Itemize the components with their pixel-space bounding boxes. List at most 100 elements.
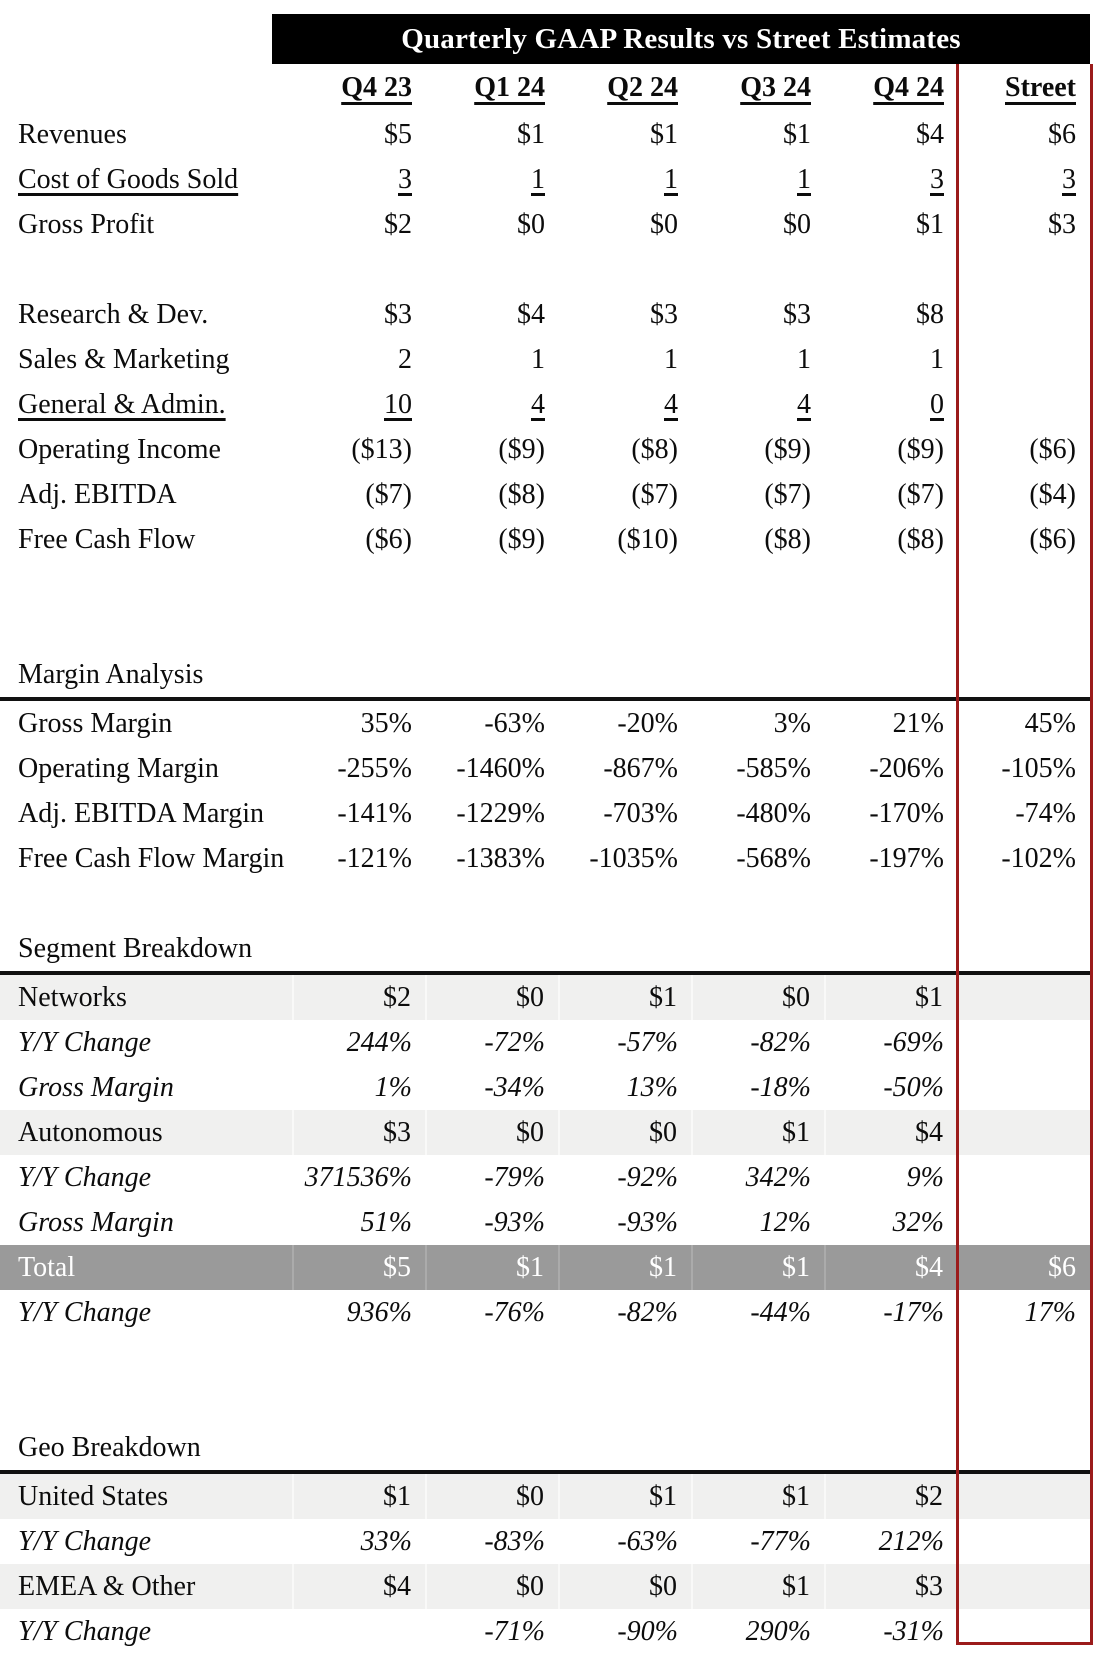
cell: [825, 881, 958, 926]
row-label: Networks: [0, 973, 294, 1020]
cell: -568%: [736, 842, 811, 874]
cell: $4: [293, 1564, 427, 1609]
row-label-header: [0, 64, 293, 112]
table-row: Sales & Marketing 2 1 1 1 1: [0, 337, 1090, 382]
cell: ($8): [897, 523, 944, 555]
row-label: Y/Y Change: [18, 1026, 152, 1058]
table-row: Total $5 $1 $1 $1 $4 $6: [0, 1245, 1090, 1290]
row-label: Cost of Goods Sold: [18, 163, 239, 195]
cell: $8: [916, 298, 944, 330]
table-row: Research & Dev. $3 $4 $3 $3 $8: [0, 292, 1090, 337]
table-row: Gross Margin 35% -63% -20% 3% 21% 45%: [0, 699, 1090, 746]
cell: [426, 1335, 559, 1380]
row-label: Operating Margin: [18, 752, 219, 784]
cell: ($9): [498, 433, 545, 465]
cell: -57%: [617, 1026, 678, 1058]
cell: $5: [384, 118, 412, 150]
cell: ($6): [365, 523, 412, 555]
table-row: Gross Profit $2 $0 $0 $0 $1 $3: [0, 202, 1090, 247]
cell: [559, 1425, 692, 1474]
cell: $1: [426, 1245, 560, 1290]
cell: $3: [783, 298, 811, 330]
cell: $4: [825, 1245, 959, 1290]
table-row: EMEA & Other $4 $0 $0 $1 $3: [0, 1564, 1090, 1609]
cell: 51%: [360, 1206, 412, 1238]
row-label: Y/Y Change: [18, 1161, 152, 1193]
table-row: Gross Margin 51% -93% -93% 12% 32%: [0, 1200, 1090, 1245]
cell: 13%: [626, 1071, 678, 1103]
section-header-row: Segment Breakdown: [0, 926, 1090, 975]
row-label: Revenues: [18, 118, 127, 150]
cell: [825, 926, 958, 975]
table-row: Adj. EBITDA ($7) ($8) ($7) ($7) ($7) ($4): [0, 472, 1090, 517]
row-label: Operating Income: [18, 433, 221, 465]
cell: [692, 926, 825, 975]
cell: $1: [692, 1472, 826, 1519]
cell: -703%: [603, 797, 678, 829]
cell: [958, 562, 1090, 607]
cell: ($8): [631, 433, 678, 465]
cell: 244%: [346, 1026, 412, 1058]
cell: 17%: [1024, 1296, 1076, 1328]
table-row: Y/Y Change 936% -76% -82% -44% -17% 17%: [0, 1290, 1090, 1335]
cell: [958, 652, 1090, 701]
cell: -170%: [869, 797, 944, 829]
cell: -74%: [1015, 797, 1076, 829]
table-title: Quarterly GAAP Results vs Street Estimat…: [272, 14, 1090, 64]
cell: ($4): [1029, 478, 1076, 510]
row-label: General & Admin.: [18, 388, 226, 420]
row-label: Autonomous: [0, 1110, 294, 1155]
table-row: Y/Y Change 371536% -79% -92% 342% 9%: [0, 1155, 1090, 1200]
cell: [426, 1380, 559, 1425]
cell: -90%: [617, 1615, 678, 1647]
table-row: Free Cash Flow ($6) ($9) ($10) ($8) ($8) ($6): [0, 517, 1090, 562]
cell: [293, 652, 426, 701]
table-row: Gross Margin 1% -34% 13% -18% -50%: [0, 1065, 1090, 1110]
cell: -1383%: [456, 842, 545, 874]
cell: $6: [1048, 118, 1076, 150]
cell: $0: [426, 1472, 560, 1519]
cell: [426, 1425, 559, 1474]
column-header-q4-24: Q4 24: [873, 72, 944, 103]
row-label: United States: [0, 1472, 294, 1519]
row-label: Free Cash Flow: [18, 523, 196, 555]
cell: [958, 1425, 1090, 1474]
cell: 1: [797, 163, 811, 195]
column-header-row: Q4 23 Q1 24 Q2 24 Q3 24 Q4 24 Street: [0, 64, 1090, 112]
cell: [692, 1425, 825, 1474]
cell: 1%: [374, 1071, 412, 1103]
cell: 3: [930, 163, 944, 195]
cell: -17%: [883, 1296, 944, 1328]
cell: 212%: [878, 1525, 944, 1557]
cell: $3: [384, 298, 412, 330]
cell: $1: [783, 118, 811, 150]
cell: -50%: [883, 1071, 944, 1103]
cell: $5: [293, 1245, 427, 1290]
cell: -867%: [603, 752, 678, 784]
cell: $1: [692, 1110, 826, 1155]
cell: 1: [531, 343, 545, 375]
cell: [426, 652, 559, 701]
cell: [958, 1609, 1090, 1654]
cell: $2: [293, 973, 427, 1020]
cell: -69%: [883, 1026, 944, 1058]
cell: -1229%: [456, 797, 545, 829]
cell: $0: [650, 208, 678, 240]
cell: $2: [825, 1472, 959, 1519]
spacer-row: [0, 1335, 1090, 1380]
cell: [559, 247, 692, 292]
table-row: United States $1 $0 $1 $1 $2: [0, 1472, 1090, 1519]
cell: -1460%: [456, 752, 545, 784]
row-label: Y/Y Change: [18, 1615, 152, 1647]
cell: [426, 881, 559, 926]
cell: 3: [398, 163, 412, 195]
cell: 45%: [1024, 707, 1076, 739]
cell: $0: [783, 208, 811, 240]
cell: 1: [797, 343, 811, 375]
spacer-row: [0, 881, 1090, 926]
cell: [692, 652, 825, 701]
cell: [958, 1110, 1090, 1155]
cell: 1: [531, 163, 545, 195]
cell: -92%: [617, 1161, 678, 1193]
cell: [825, 247, 958, 292]
